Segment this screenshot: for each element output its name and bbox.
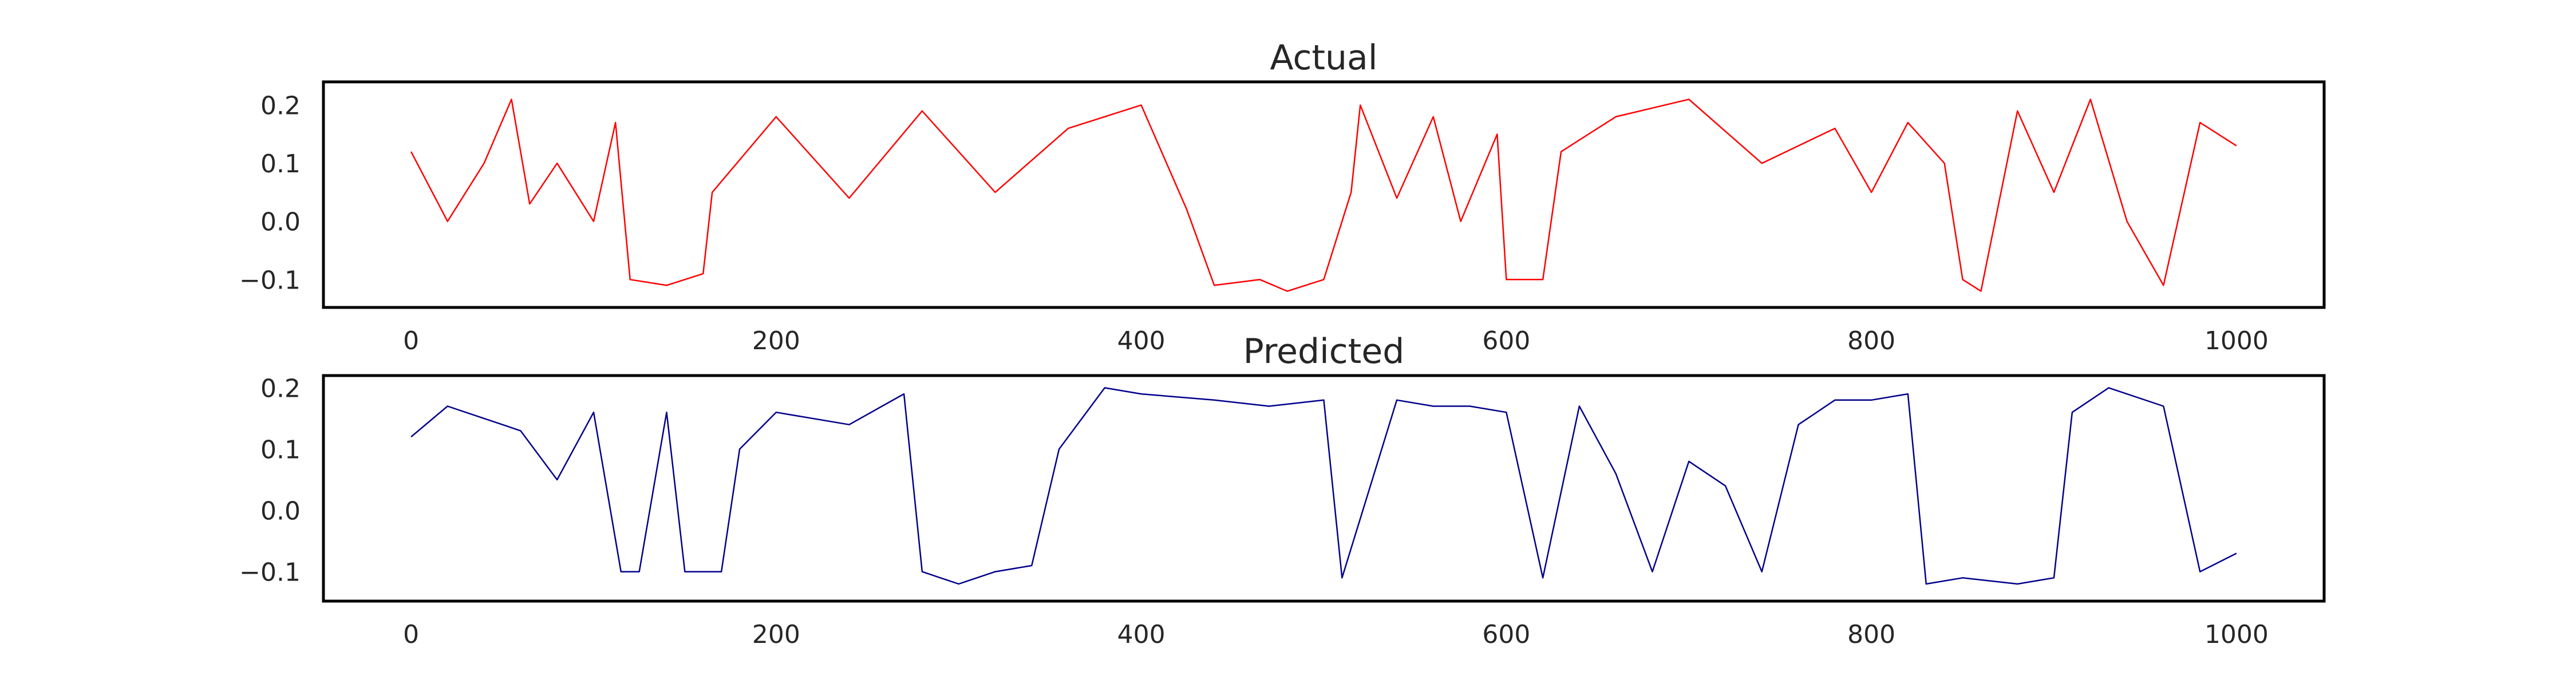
predicted-y-tick-label: 0.0 (260, 497, 301, 526)
predicted-x-tick-label: 200 (752, 620, 800, 649)
actual-panel: Actual 0 200 400 600 800 1000 −0.1 0.0 0.1 0.2 (239, 38, 2326, 356)
actual-series-line (410, 98, 2237, 292)
predicted-x-tick-label: 0 (403, 620, 419, 649)
predicted-title: Predicted (1243, 331, 1405, 372)
actual-y-tick-label: 0.1 (260, 149, 301, 179)
actual-y-tick-label: 0.0 (260, 208, 301, 237)
actual-x-tick-label: 800 (1847, 326, 1895, 356)
predicted-y-tick-label: 0.1 (260, 435, 301, 464)
predicted-plot-frame (322, 374, 2326, 603)
actual-y-tick-label: 0.2 (260, 92, 301, 121)
actual-x-tick-label: 0 (403, 326, 419, 356)
actual-plot-frame (322, 80, 2326, 309)
predicted-y-tick-label: −0.1 (239, 558, 301, 587)
actual-x-tick-label: 400 (1117, 326, 1165, 356)
predicted-x-tick-label: 400 (1117, 620, 1165, 649)
predicted-x-tick-label: 1000 (2204, 620, 2269, 649)
actual-x-tick-label: 1000 (2204, 326, 2269, 356)
actual-x-tick-label: 200 (752, 326, 800, 356)
predicted-x-tick-label: 800 (1847, 620, 1895, 649)
predicted-y-tick-label: 0.2 (260, 374, 301, 403)
predicted-panel: Predicted 0 200 400 600 800 1000 −0.1 0.0 0.1 0.2 (239, 331, 2326, 649)
predicted-x-tick-label: 600 (1482, 620, 1530, 649)
actual-y-tick-label: −0.1 (239, 266, 301, 295)
actual-title: Actual (1270, 38, 1378, 78)
predicted-series-line (410, 387, 2237, 585)
actual-x-tick-label: 600 (1482, 326, 1530, 356)
